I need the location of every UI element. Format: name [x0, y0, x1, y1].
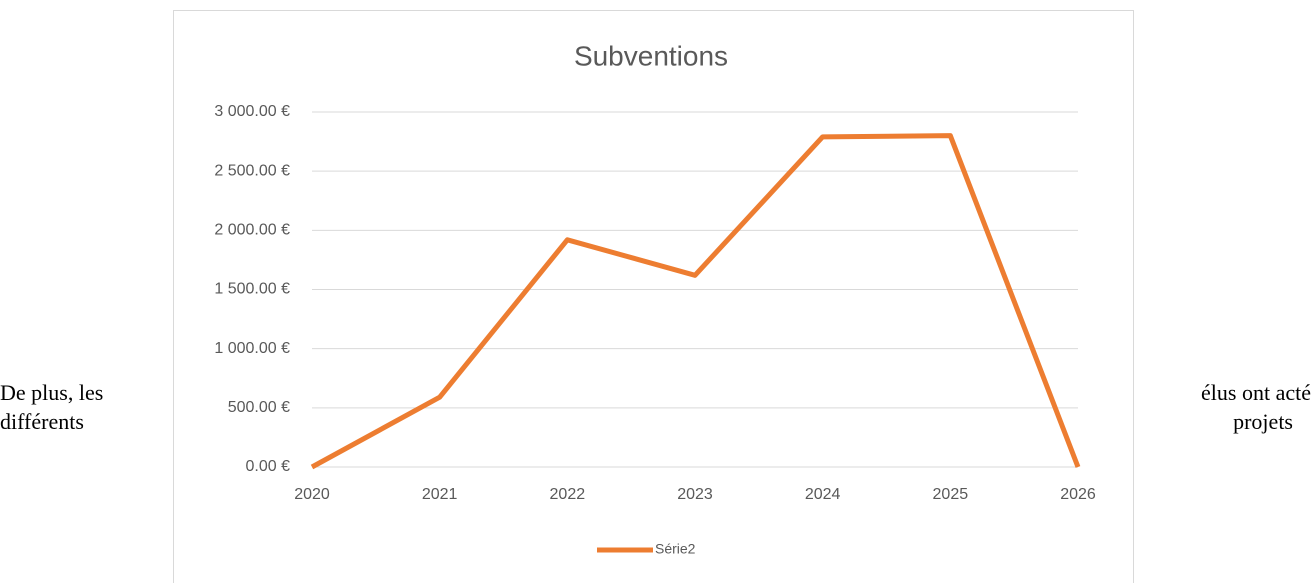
doc-text: différents: [0, 409, 84, 434]
legend-label: Série2: [655, 541, 696, 557]
doc-text: projets: [1233, 409, 1293, 434]
y-tick-label: 2 000.00 €: [214, 222, 290, 239]
y-tick-label: 0.00 €: [246, 458, 291, 475]
doc-text: De plus, les: [0, 380, 103, 405]
chart-title: Subventions: [574, 40, 728, 71]
doc-text: élus ont acté: [1201, 380, 1311, 405]
x-tick-label: 2024: [805, 486, 841, 503]
data-line: [310, 133, 1081, 470]
x-tick-label: 2026: [1060, 486, 1096, 503]
y-tick-label: 1 500.00 €: [214, 281, 290, 298]
x-tick-label: 2023: [677, 486, 713, 503]
chart-frame: [173, 10, 1134, 583]
y-tick-label: 3 000.00 €: [214, 103, 290, 120]
y-tick-label: 500.00 €: [228, 399, 290, 416]
x-tick-label: 2022: [550, 486, 586, 503]
x-tick-label: 2020: [294, 486, 330, 503]
y-tick-label: 2 500.00 €: [214, 162, 290, 179]
x-tick-label: 2025: [933, 486, 969, 503]
y-tick-label: 1 000.00 €: [214, 340, 290, 357]
x-tick-label: 2021: [422, 486, 458, 503]
